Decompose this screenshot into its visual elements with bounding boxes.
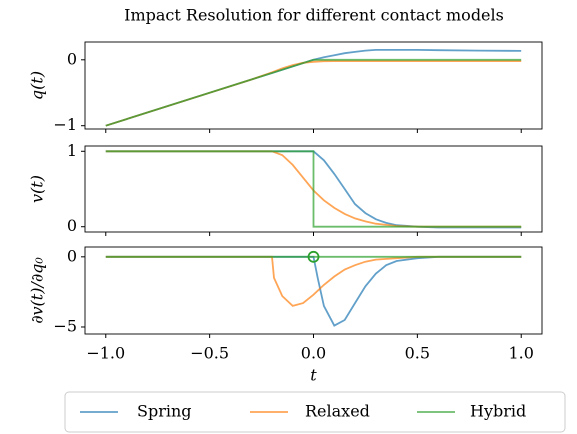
line-series [105,150,522,228]
x-axis-label: t [310,366,317,385]
legend-label: Spring [137,402,192,421]
marker [307,250,320,263]
chart-title: Impact Resolution for different contact … [124,6,504,25]
y-tick-label: 0 [67,216,77,235]
line-series [105,60,522,127]
y-axis-label: q(t) [28,71,47,100]
axes-frame [84,246,543,335]
x-tick-label: 0.5 [405,344,430,363]
legend-label: Hybrid [470,402,526,421]
y-axis-label: ∂v(t)/∂q₀ [28,257,47,324]
line-series [105,255,522,307]
y-tick-label: 0 [67,246,77,265]
line-series [105,150,522,228]
y-axis-label: v(t) [28,175,47,203]
line-series [105,255,522,327]
y-tick-label: 0 [67,49,77,68]
y-tick-label: −5 [53,316,77,335]
line-series [105,58,522,127]
y-tick-label: −1 [53,115,77,134]
legend-label: Relaxed [305,402,370,421]
y-tick-label: 1 [67,141,77,160]
x-tick-label: 1.0 [509,344,534,363]
x-tick-label: −1.0 [86,344,125,363]
x-tick-label: 0.0 [301,344,326,363]
axes-frame [84,145,543,233]
legend-box [64,391,566,433]
x-tick-label: −0.5 [190,344,229,363]
axes-frame [84,41,543,130]
